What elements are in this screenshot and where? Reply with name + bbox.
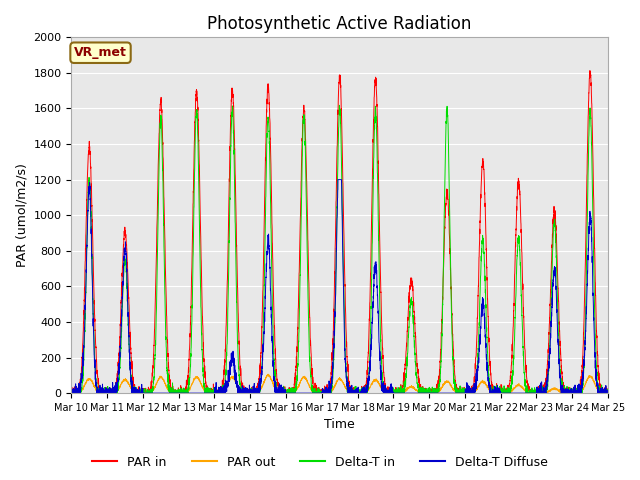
Text: VR_met: VR_met xyxy=(74,46,127,59)
Delta-T in xyxy=(490,384,498,389)
PAR in xyxy=(604,390,611,396)
PAR in xyxy=(586,68,594,73)
Delta-T Diffuse xyxy=(460,390,468,396)
PAR out xyxy=(68,390,76,396)
PAR out xyxy=(68,390,76,396)
PAR in xyxy=(490,390,498,396)
PAR out xyxy=(490,389,498,395)
Line: PAR in: PAR in xyxy=(72,71,608,393)
Delta-T Diffuse xyxy=(604,388,611,394)
Delta-T Diffuse xyxy=(164,390,172,396)
Delta-T Diffuse xyxy=(334,177,342,182)
Title: Photosynthetic Active Radiation: Photosynthetic Active Radiation xyxy=(207,15,472,33)
Delta-T in xyxy=(335,102,343,108)
PAR out xyxy=(164,387,172,393)
Delta-T in xyxy=(164,378,172,384)
Delta-T Diffuse xyxy=(68,389,76,395)
Delta-T Diffuse xyxy=(490,390,498,396)
PAR in xyxy=(68,390,76,396)
PAR out xyxy=(320,390,328,396)
Delta-T Diffuse xyxy=(431,390,438,396)
Y-axis label: PAR (umol/m2/s): PAR (umol/m2/s) xyxy=(15,163,28,267)
PAR out xyxy=(460,390,468,396)
Delta-T in xyxy=(604,387,611,393)
Delta-T in xyxy=(319,390,327,396)
Line: Delta-T in: Delta-T in xyxy=(72,105,608,393)
Line: PAR out: PAR out xyxy=(72,374,608,393)
PAR in xyxy=(460,390,468,396)
Delta-T Diffuse xyxy=(320,390,328,396)
PAR in xyxy=(68,385,76,391)
Delta-T Diffuse xyxy=(68,390,76,396)
PAR in xyxy=(430,390,438,396)
PAR out xyxy=(431,390,438,396)
PAR in xyxy=(604,390,612,396)
Delta-T in xyxy=(430,390,438,396)
Legend: PAR in, PAR out, Delta-T in, Delta-T Diffuse: PAR in, PAR out, Delta-T in, Delta-T Dif… xyxy=(87,451,553,474)
Line: Delta-T Diffuse: Delta-T Diffuse xyxy=(72,180,608,393)
X-axis label: Time: Time xyxy=(324,419,355,432)
Delta-T Diffuse xyxy=(604,389,612,395)
PAR in xyxy=(164,354,172,360)
PAR out xyxy=(604,390,612,396)
Delta-T in xyxy=(604,390,612,396)
PAR out xyxy=(264,372,272,377)
PAR out xyxy=(604,390,611,396)
PAR in xyxy=(320,386,328,392)
Delta-T in xyxy=(460,390,468,396)
Delta-T in xyxy=(68,390,76,396)
